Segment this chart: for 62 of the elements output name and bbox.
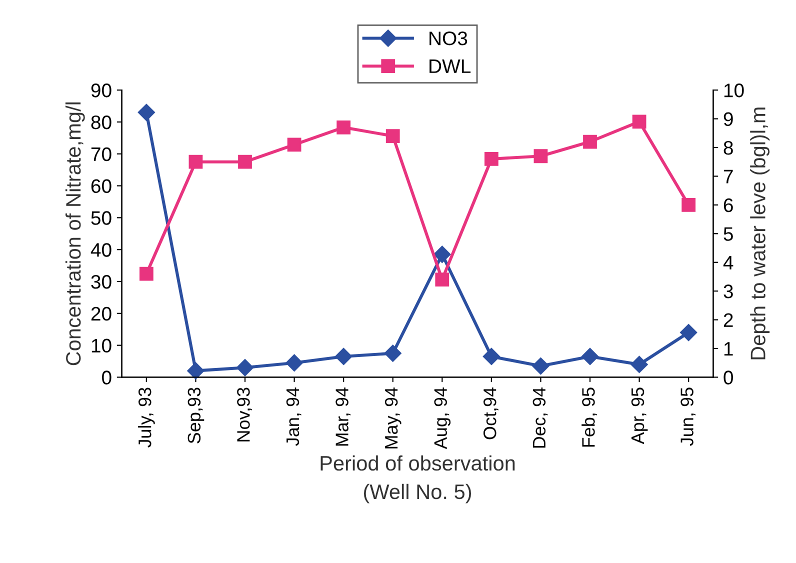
y-tick-label: 30 [91, 274, 112, 289]
x-tick-label: Apr, 95 [631, 388, 648, 444]
legend-label: DWL [430, 60, 471, 73]
point [532, 357, 550, 375]
y-tick-label: 70 [91, 147, 112, 162]
x-tick-label: Mar, 94 [336, 387, 351, 446]
y2-tick-label: 1 [724, 342, 733, 356]
point [187, 362, 204, 380]
point [581, 348, 599, 366]
y-tick-label: 0 [102, 370, 112, 384]
y-tick-label: 60 [91, 179, 112, 194]
point [138, 104, 155, 121]
y2-tick-label: 5 [724, 227, 733, 241]
point [484, 152, 498, 166]
point [435, 272, 450, 287]
x-tick-label: Jan, 94 [286, 387, 302, 446]
point [188, 154, 203, 169]
x-tick-label: May, 94 [384, 387, 402, 448]
point [335, 348, 352, 366]
x-tick-label: Jun, 95 [680, 388, 696, 446]
y2-tick-label: 9 [724, 112, 733, 126]
point [386, 129, 400, 143]
y2-tick-label: 10 [724, 84, 744, 98]
y-tick-label: 80 [91, 115, 112, 130]
point [632, 114, 646, 129]
y-tick-label: 20 [91, 306, 112, 321]
y2-tick-label: 0 [724, 370, 733, 384]
point [236, 359, 254, 376]
legend-label: NO3 [430, 31, 468, 46]
x-tick-label: Nov,93 [237, 388, 252, 442]
point [384, 344, 402, 362]
y-tick-label: 90 [91, 84, 112, 98]
y2-tick-label: 2 [724, 313, 733, 327]
point [286, 354, 303, 372]
point [682, 198, 696, 212]
point [287, 138, 302, 152]
x-tick-label: Sep,93 [188, 388, 204, 444]
point [630, 356, 648, 373]
point [336, 120, 351, 134]
y2-axis-title: Depth to water leve (bgl)l,m [750, 108, 770, 360]
y2-tick-label: 8 [724, 140, 733, 155]
y-tick-label: 50 [91, 211, 112, 225]
point [534, 149, 548, 164]
x-tick-label: Feb, 95 [582, 388, 597, 447]
x-tick-label: Dec, 94 [532, 387, 548, 448]
point [583, 134, 597, 149]
x-tick-label: Oct,94 [483, 387, 498, 440]
point [680, 324, 698, 342]
y-tick-label: 40 [90, 243, 112, 257]
x-tick-label: Aug, 94 [434, 387, 451, 450]
y-axis-title: Concentration of Nitrate,mg/l [65, 102, 85, 366]
point [238, 154, 252, 169]
x-axis-title: Period of observation (Well No. 5) [320, 455, 515, 504]
y2-tick-label: 3 [724, 284, 733, 298]
point [434, 246, 451, 263]
y2-tick-label: 6 [724, 198, 733, 212]
point [139, 266, 154, 281]
point [482, 348, 500, 366]
y2-tick-label: 7 [724, 170, 733, 184]
y-tick-label: 10 [92, 338, 112, 353]
x-tick-label: July, 93 [138, 388, 155, 448]
y2-tick-label: 4 [723, 256, 734, 270]
